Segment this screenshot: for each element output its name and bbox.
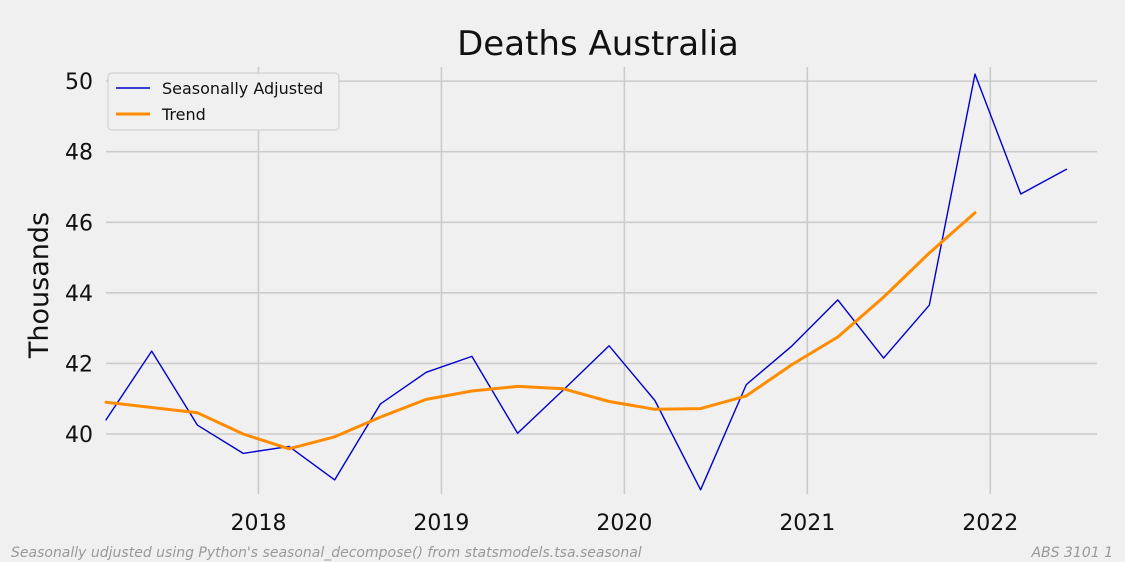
plot-area (104, 73, 1068, 491)
y-tick-label: 44 (65, 282, 93, 307)
legend-label-trend: Trend (161, 105, 206, 124)
legend-label-seasonally-adjusted: Seasonally Adjusted (162, 79, 323, 98)
x-tick-label: 2021 (779, 511, 835, 536)
x-tick-label: 2018 (230, 511, 286, 536)
y-tick-label: 50 (65, 70, 93, 95)
series-line-seasonally-adjusted (105, 73, 1068, 491)
y-tick-label: 46 (65, 211, 93, 236)
source-note: ABS 3101 1 (1030, 545, 1113, 561)
footer-note: Seasonally udjusted using Python's seaso… (11, 545, 642, 561)
series-line-trend (104, 211, 977, 451)
x-tick-label: 2019 (413, 511, 469, 536)
legend: Seasonally Adjusted Trend (107, 72, 340, 131)
x-tick-label: 2022 (962, 511, 1018, 536)
y-tick-label: 48 (65, 141, 93, 166)
chart-title: Deaths Australia (457, 24, 739, 64)
legend-box (107, 72, 340, 131)
x-tick-label: 2020 (596, 511, 652, 536)
axis-ticks: 40 42 44 46 48 50 2018 2019 2020 2021 2022 (65, 70, 1018, 536)
y-axis-label: Thousands (24, 212, 55, 359)
y-tick-label: 42 (65, 352, 93, 377)
grid (106, 67, 1097, 494)
y-tick-label: 40 (65, 423, 93, 448)
